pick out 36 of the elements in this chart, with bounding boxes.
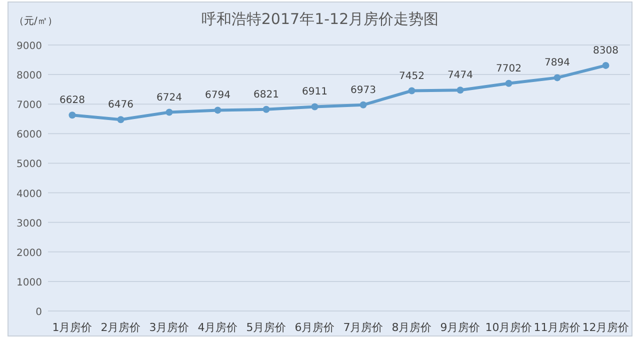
ylabel: （元/㎡） xyxy=(14,16,58,27)
data-label: 6628 xyxy=(60,95,85,106)
data-label: 8308 xyxy=(593,45,618,56)
xtick: 6月房价 xyxy=(294,321,335,334)
ytick: 0 xyxy=(36,307,42,318)
ytick: 6000 xyxy=(16,130,42,141)
ytick: 2000 xyxy=(16,248,42,259)
data-label: 7452 xyxy=(399,70,424,82)
data-label: 6973 xyxy=(350,84,376,96)
ytick: 5000 xyxy=(16,159,42,170)
ytick: 9000 xyxy=(16,41,42,52)
data-label: 7894 xyxy=(544,58,570,69)
xtick: 3月房价 xyxy=(149,321,190,334)
ytick: 7000 xyxy=(16,100,42,112)
data-label: 6911 xyxy=(302,86,328,98)
data-label: 6821 xyxy=(254,89,279,100)
xtick: 11月房价 xyxy=(534,321,581,334)
data-label: 6724 xyxy=(156,92,182,104)
xtick: 9月房价 xyxy=(440,321,480,334)
ytick: 3000 xyxy=(16,218,42,230)
xtick: 5月房价 xyxy=(246,321,286,334)
xtick: 4月房价 xyxy=(198,321,238,334)
xtick: 12月房价 xyxy=(582,321,630,334)
xtick: 2月房价 xyxy=(100,321,141,334)
xtick: 8月房价 xyxy=(392,321,432,334)
xtick: 10月房价 xyxy=(485,321,532,334)
data-label: 6794 xyxy=(205,90,230,102)
data-label: 7702 xyxy=(496,63,522,74)
ytick: 1000 xyxy=(16,277,42,288)
data-label: 7474 xyxy=(448,70,473,82)
ytick: 8000 xyxy=(16,70,42,82)
title: 呼和浩特2017年1-12月房价走势图 xyxy=(201,10,439,28)
data-label: 6476 xyxy=(108,100,134,111)
xtick: 7月房价 xyxy=(343,321,384,334)
ytick: 4000 xyxy=(16,188,42,200)
xtick: 1月房价 xyxy=(52,321,92,334)
